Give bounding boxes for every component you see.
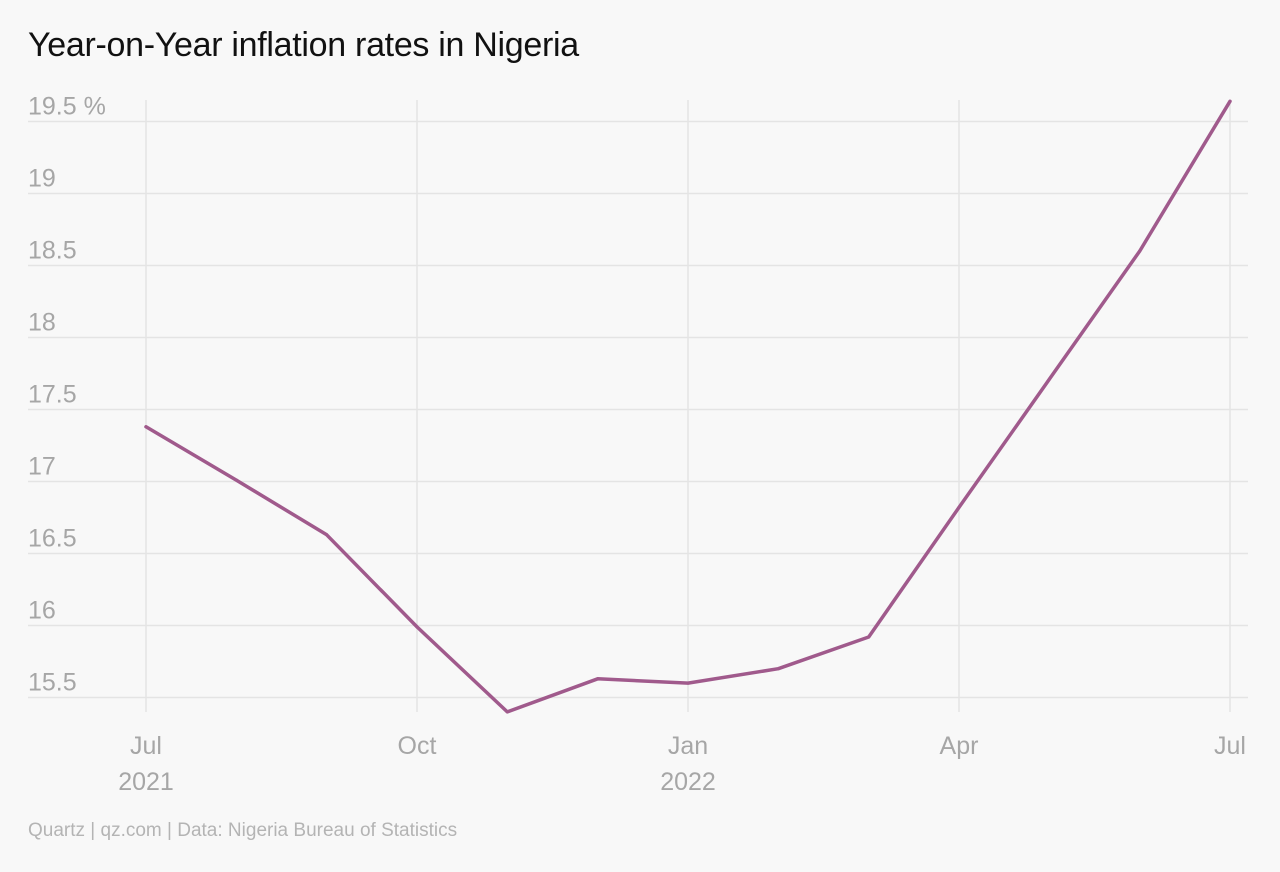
y-tick-label: 17.5 [28,381,77,409]
y-tick-label: 18 [28,309,56,337]
x-tick-label: Jul [1214,732,1246,760]
source-note: Quartz | qz.com | Data: Nigeria Bureau o… [28,820,458,841]
data-point [686,681,690,685]
x-tick-label: Apr [940,732,979,760]
inflation-line-chart: 15.5 16 16.5 17 17.5 18 18.5 19 19.5 % Jul 2021 Oct… [28,93,1248,797]
y-tick-label: 16.5 [28,525,77,553]
data-point [1138,249,1142,253]
data-point [234,478,238,482]
data-point [505,710,509,714]
y-tick-label: 19 [28,165,56,193]
y-tick-label: 15.5 [28,669,77,697]
data-point [776,667,780,671]
tick-label-layer: 15.5 16 16.5 17 17.5 18 18.5 19 19.5 % Jul 2021 Oct… [28,93,1246,797]
y-tick-label: 16 [28,597,56,625]
series-layer [144,99,1232,714]
data-point [415,625,419,629]
y-tick-label: 17 [28,453,56,481]
data-point [596,677,600,681]
data-point [144,425,148,429]
data-point [1047,377,1051,381]
y-tick-label: 18.5 [28,237,77,265]
x-tick-label: Oct [398,732,437,760]
data-point [957,505,961,509]
grid-layer [28,100,1248,712]
data-point [1228,99,1232,103]
x-tick-year-label: 2022 [660,768,716,796]
data-point [867,635,871,639]
x-tick-label: Jan [668,732,708,760]
x-tick-year-label: 2021 [118,768,174,796]
data-point [325,533,329,537]
y-tick-label: 19.5 % [28,93,106,121]
x-tick-label: Jul [130,732,162,760]
chart-title: Year-on-Year inflation rates in Nigeria [28,26,579,64]
